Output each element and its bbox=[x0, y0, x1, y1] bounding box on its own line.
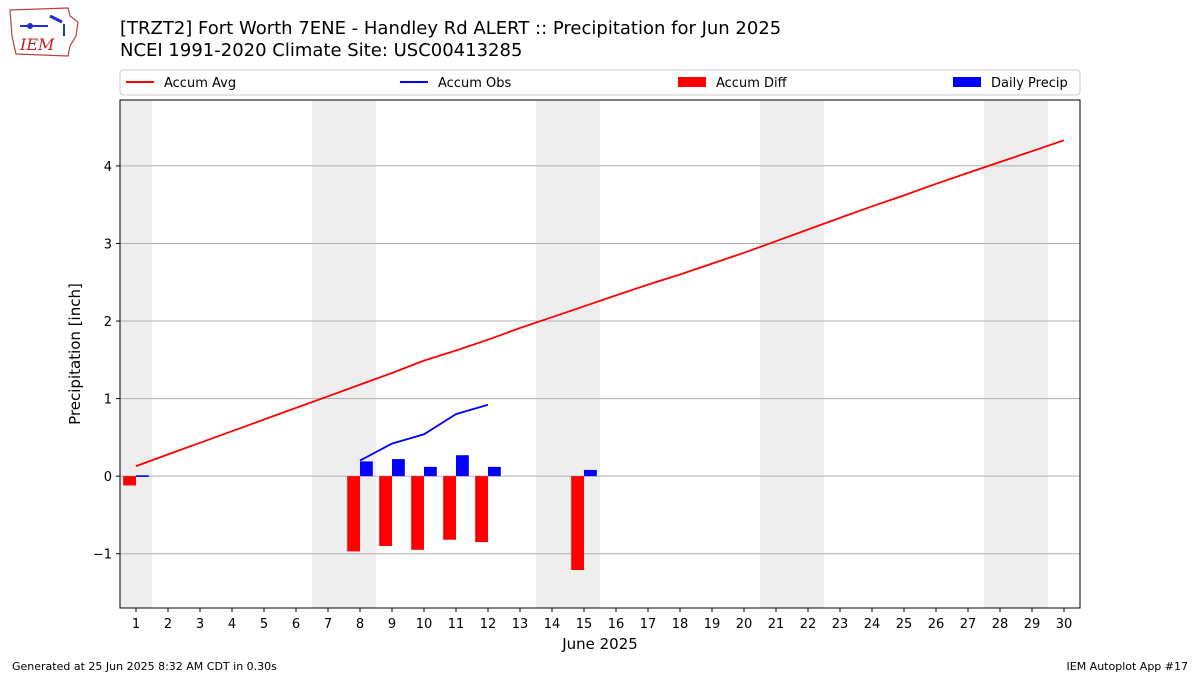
accum-diff-bar bbox=[123, 476, 136, 486]
app-label: IEM Autoplot App #17 bbox=[1066, 660, 1189, 673]
x-tick-label: 21 bbox=[768, 617, 785, 632]
y-tick-label: 1 bbox=[104, 393, 112, 408]
accum-diff-bar bbox=[443, 476, 456, 540]
chart-subtitle: NCEI 1991-2020 Climate Site: USC00413285 bbox=[120, 40, 523, 61]
iem-logo: IEM bbox=[9, 7, 79, 57]
y-tick-label: 0 bbox=[104, 470, 112, 485]
x-tick-label: 2 bbox=[164, 617, 172, 632]
generated-timestamp: Generated at 25 Jun 2025 8:32 AM CDT in … bbox=[12, 660, 277, 673]
weekend-band bbox=[120, 100, 152, 608]
accum-obs-line bbox=[359, 403, 489, 462]
y-tick-label: −1 bbox=[93, 548, 112, 563]
daily-precip-bar bbox=[424, 466, 437, 477]
weekend-band bbox=[760, 100, 824, 608]
legend: Accum Avg Accum Obs Accum Diff Daily Precip bbox=[119, 69, 1081, 96]
x-tick-label: 6 bbox=[292, 617, 300, 632]
x-tick-label: 9 bbox=[388, 617, 396, 632]
x-tick-label: 10 bbox=[416, 617, 433, 632]
y-tick-label: 2 bbox=[104, 315, 112, 330]
legend-swatch bbox=[953, 77, 981, 87]
x-tick-label: 8 bbox=[356, 617, 364, 632]
x-tick-label: 15 bbox=[576, 617, 593, 632]
legend-box bbox=[119, 69, 1081, 96]
y-tick-label: 4 bbox=[104, 160, 112, 175]
x-tick-label: 3 bbox=[196, 617, 204, 632]
x-tick-label: 12 bbox=[480, 617, 497, 632]
x-tick-label: 14 bbox=[544, 617, 561, 632]
x-tick-label: 5 bbox=[260, 617, 268, 632]
x-tick-label: 28 bbox=[992, 617, 1009, 632]
accum-avg-line bbox=[135, 139, 1065, 467]
daily-precip-bar bbox=[456, 455, 469, 477]
x-tick-label: 26 bbox=[928, 617, 945, 632]
accum-diff-bar bbox=[411, 476, 424, 550]
plot-frame bbox=[119, 99, 1081, 609]
weekend-band bbox=[536, 100, 600, 608]
x-tick-label: 22 bbox=[800, 617, 817, 632]
y-tick-label: 3 bbox=[104, 237, 112, 252]
accum-diff-bar bbox=[347, 476, 360, 552]
y-axis-label: Precipitation [inch] bbox=[66, 283, 84, 425]
x-tick-label: 7 bbox=[324, 617, 332, 632]
y-gridlines bbox=[120, 165, 1080, 555]
weekend-band bbox=[984, 100, 1048, 608]
x-tick-label: 25 bbox=[896, 617, 913, 632]
series-lines bbox=[135, 139, 1065, 477]
legend-label: Daily Precip bbox=[991, 76, 1068, 91]
accum-diff-bar bbox=[379, 476, 392, 546]
x-tick-label: 19 bbox=[704, 617, 721, 632]
x-tick-label: 24 bbox=[864, 617, 881, 632]
weekend-band bbox=[312, 100, 376, 608]
x-tick-label: 17 bbox=[640, 617, 657, 632]
x-tick-label: 29 bbox=[1024, 617, 1041, 632]
x-axis-label: June 2025 bbox=[561, 635, 638, 653]
x-tick-label: 11 bbox=[448, 617, 465, 632]
legend-label: Accum Diff bbox=[716, 76, 788, 91]
accum-diff-bar bbox=[571, 476, 584, 570]
x-tick-label: 23 bbox=[832, 617, 849, 632]
x-tick-label: 30 bbox=[1056, 617, 1073, 632]
x-tick-label: 13 bbox=[512, 617, 529, 632]
accum-diff-bar bbox=[475, 476, 488, 543]
legend-label: Accum Obs bbox=[438, 76, 511, 91]
y-ticks: −1 0 1 2 3 4 bbox=[93, 160, 120, 563]
x-tick-label: 20 bbox=[736, 617, 753, 632]
bars bbox=[123, 455, 597, 570]
logo-text: IEM bbox=[19, 35, 55, 54]
weekend-bands bbox=[120, 100, 1048, 608]
x-tick-label: 16 bbox=[608, 617, 625, 632]
daily-precip-bar bbox=[392, 459, 405, 477]
chart-title: [TRZT2] Fort Worth 7ENE - Handley Rd ALE… bbox=[120, 18, 782, 39]
daily-precip-bar bbox=[360, 461, 373, 477]
x-tick-label: 1 bbox=[132, 617, 140, 632]
legend-label: Accum Avg bbox=[164, 76, 236, 91]
legend-swatch bbox=[678, 77, 706, 87]
daily-precip-bar bbox=[488, 466, 501, 477]
x-ticks: 1 2 3 4 5 6 7 8 9 10 11 12 13 14 15 16 17 18 19 20 21 22 23 24 2… bbox=[132, 608, 1072, 632]
x-tick-label: 27 bbox=[960, 617, 977, 632]
daily-precip-bar bbox=[584, 469, 597, 477]
x-tick-label: 4 bbox=[228, 617, 236, 632]
x-tick-label: 18 bbox=[672, 617, 689, 632]
